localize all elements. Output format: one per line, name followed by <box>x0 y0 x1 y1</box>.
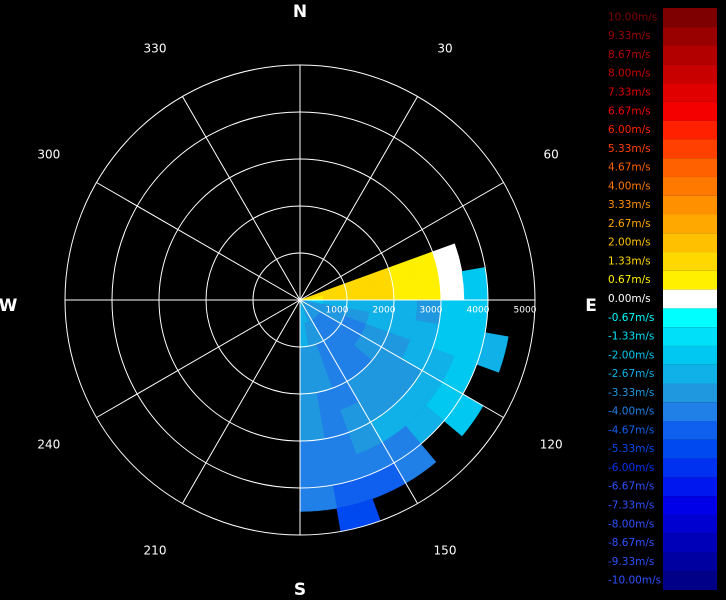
legend-swatch <box>663 383 717 403</box>
legend-swatch <box>663 477 717 497</box>
legend-swatch <box>663 139 717 159</box>
echo-cell <box>415 275 442 301</box>
legend-label: -2.00m/s <box>608 349 654 361</box>
legend-label: 4.67m/s <box>608 162 651 174</box>
legend-label: 9.33m/s <box>608 30 651 42</box>
legend-swatch <box>663 421 717 440</box>
legend-swatch <box>663 552 717 572</box>
spoke <box>182 299 301 504</box>
echo-cell <box>299 415 325 442</box>
legend-swatch <box>663 176 717 196</box>
legend-swatch <box>663 308 717 328</box>
legend-label: -8.67m/s <box>608 537 654 549</box>
legend-swatch <box>663 270 717 290</box>
legend-label: -9.33m/s <box>608 556 654 568</box>
legend-swatch <box>663 158 717 177</box>
spoke <box>96 299 301 418</box>
legend-swatch <box>663 214 717 234</box>
legend-label: 7.33m/s <box>608 86 651 98</box>
legend-label: 5.33m/s <box>608 143 651 155</box>
spoke <box>182 96 301 301</box>
legend-swatch <box>663 8 717 27</box>
bearing-label: 330 <box>144 41 167 55</box>
legend-label: 3.33m/s <box>608 199 651 211</box>
legend-label: 0.00m/s <box>608 293 651 305</box>
legend-swatch <box>663 83 717 102</box>
legend-label: -7.33m/s <box>608 500 654 512</box>
range-label: 5000 <box>514 306 537 316</box>
bearing-label: 30 <box>437 41 452 55</box>
polar-grid <box>64 64 536 536</box>
legend-swatch <box>663 120 717 140</box>
bearing-label: 300 <box>37 148 60 162</box>
echo-cell <box>461 267 489 301</box>
legend-label: -1.33m/s <box>608 331 654 343</box>
legend-label: 8.67m/s <box>608 49 651 61</box>
legend-label: 0.67m/s <box>608 274 651 286</box>
bearing-label: 150 <box>434 544 457 558</box>
legend-swatch <box>663 345 717 365</box>
legend-swatch <box>663 327 717 346</box>
legend-label: 10.00m/s <box>608 11 657 23</box>
bearing-label: 240 <box>37 438 60 452</box>
bearing-label: 60 <box>544 148 559 162</box>
legend-swatch <box>663 514 717 534</box>
legend-label: 6.67m/s <box>608 105 651 117</box>
legend-label: 4.00m/s <box>608 180 651 192</box>
legend-swatch <box>663 289 717 309</box>
legend-swatch <box>663 64 717 84</box>
legend: 10.00m/s 9.33m/s 8.67m/s 8.00m/s 7.33m/s 6.67… <box>608 8 717 590</box>
echo-cell <box>299 461 333 489</box>
legend-label: -2.67m/s <box>608 368 654 380</box>
legend-label: -4.67m/s <box>608 424 654 436</box>
legend-label: -6.67m/s <box>608 481 654 493</box>
legend-label: -0.67m/s <box>608 312 654 324</box>
legend-swatch <box>663 252 717 271</box>
legend-label: -6.00m/s <box>608 462 654 474</box>
bearing-label: 120 <box>540 438 563 452</box>
legend-label: 1.33m/s <box>608 255 651 267</box>
compass-label: W <box>0 296 18 316</box>
range-label: 1000 <box>326 306 349 316</box>
legend-swatch <box>663 45 717 65</box>
spoke <box>299 299 418 504</box>
echo-cell <box>299 438 329 465</box>
range-label: 3000 <box>420 306 443 316</box>
legend-swatch <box>663 571 717 590</box>
spoke <box>299 96 418 301</box>
range-label: 2000 <box>373 306 396 316</box>
legend-label: -4.00m/s <box>608 406 654 418</box>
legend-label: 6.00m/s <box>608 124 651 136</box>
legend-swatch <box>663 195 717 215</box>
legend-swatch <box>663 533 717 553</box>
legend-swatch <box>663 101 717 121</box>
compass-label: S <box>294 580 306 600</box>
spoke <box>96 182 301 301</box>
legend-swatch <box>663 233 717 253</box>
legend-label: -8.00m/s <box>608 518 654 530</box>
legend-swatch <box>663 439 717 459</box>
echo-cell <box>438 271 465 301</box>
legend-label: 2.00m/s <box>608 237 651 249</box>
compass-label: N <box>293 2 307 22</box>
legend-label: 8.00m/s <box>608 68 651 80</box>
compass-label: E <box>585 296 597 316</box>
spoke <box>299 299 504 418</box>
legend-swatch <box>663 26 717 46</box>
legend-label: -5.33m/s <box>608 443 654 455</box>
echo-cell <box>299 484 338 512</box>
labels: 1000 2000 3000 4000 5000 30 60 120 150 210 240 300 3… <box>0 2 597 600</box>
legend-label: -10.00m/s <box>608 575 661 587</box>
legend-swatch <box>663 364 717 384</box>
legend-label: 2.67m/s <box>608 218 651 230</box>
spoke <box>299 182 504 301</box>
legend-swatch <box>663 402 717 422</box>
legend-label: -3.33m/s <box>608 387 654 399</box>
range-label: 4000 <box>467 306 490 316</box>
bearing-label: 210 <box>144 544 167 558</box>
legend-swatch <box>663 496 717 515</box>
legend-swatch <box>663 458 717 478</box>
echo-cell <box>438 299 465 329</box>
